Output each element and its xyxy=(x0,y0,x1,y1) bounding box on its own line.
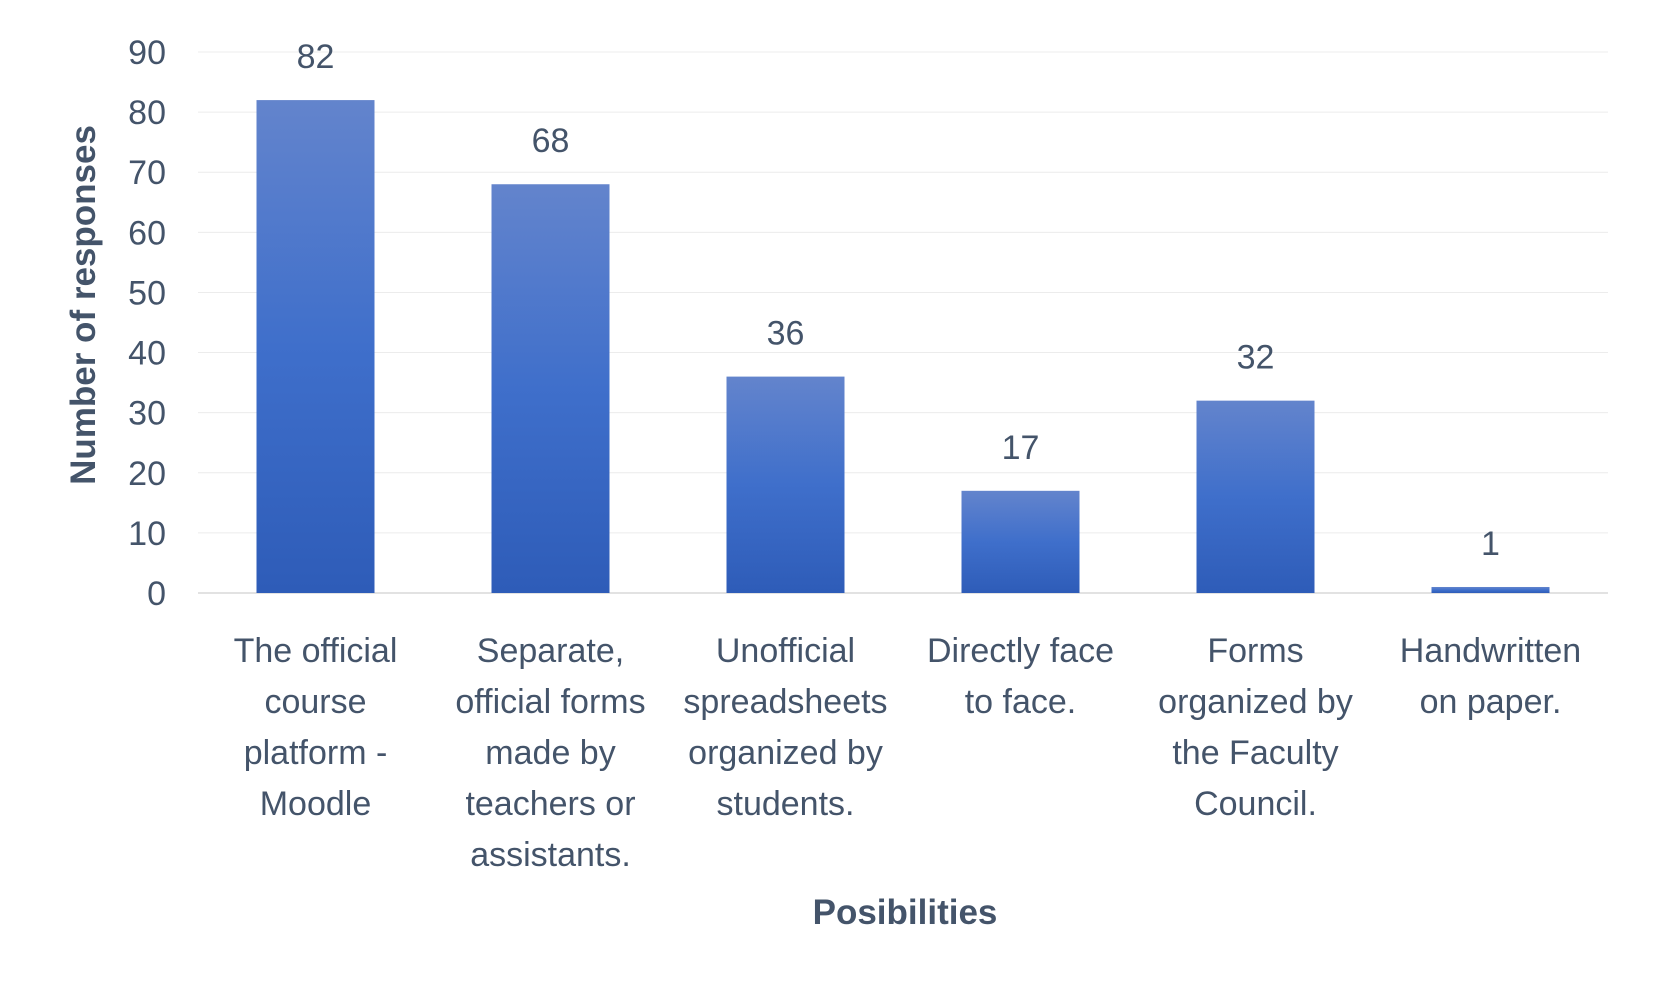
y-tick-label: 10 xyxy=(128,515,166,553)
bars xyxy=(256,100,1550,593)
data-label: 68 xyxy=(532,122,570,160)
y-axis-ticks: 0 10 20 30 40 50 60 70 80 90 xyxy=(128,34,166,613)
y-axis-title: Number of responses xyxy=(64,125,103,485)
y-tick-label: 50 xyxy=(128,274,166,312)
bar xyxy=(491,184,610,593)
bar xyxy=(961,490,1080,593)
y-tick-label: 80 xyxy=(128,94,166,132)
y-tick-label: 60 xyxy=(128,214,166,252)
bar xyxy=(726,376,845,593)
data-label: 1 xyxy=(1481,525,1500,563)
x-category-label: Separate, official forms made by teachers o… xyxy=(455,632,645,874)
data-label: 36 xyxy=(767,315,805,353)
y-tick-label: 20 xyxy=(128,455,166,493)
y-tick-label: 30 xyxy=(128,395,166,433)
data-label: 82 xyxy=(297,38,335,76)
y-tick-label: 70 xyxy=(128,154,166,192)
y-tick-label: 0 xyxy=(147,575,166,613)
data-label: 17 xyxy=(1002,429,1040,467)
x-category-label: Forms organized by the Faculty Council. xyxy=(1158,632,1353,823)
x-category-label: The official course platform -Moodle xyxy=(234,632,398,823)
bar xyxy=(256,100,375,593)
x-category-label: Unofficial spreadsheets organized by studen… xyxy=(683,632,887,823)
x-category-label: Directly face to face. xyxy=(927,632,1114,721)
bar xyxy=(1196,400,1315,593)
gridlines xyxy=(198,51,1608,594)
y-tick-label: 90 xyxy=(128,34,166,72)
y-tick-label: 40 xyxy=(128,335,166,373)
data-label: 32 xyxy=(1237,339,1275,377)
bar xyxy=(1431,586,1550,593)
x-category-label: Handwritten on paper. xyxy=(1400,632,1581,721)
x-axis-categories: The official course platform -Moodle Separa… xyxy=(234,632,1582,874)
data-labels: 82 68 36 17 32 1 xyxy=(297,38,1500,563)
x-axis-title: Posibilities xyxy=(813,893,998,932)
